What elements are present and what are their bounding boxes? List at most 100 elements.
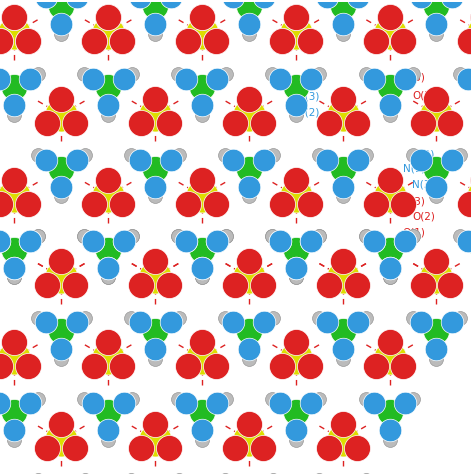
Point — [466, 200, 471, 208]
Point — [198, 246, 206, 254]
Point — [57, 273, 65, 281]
Point — [10, 101, 18, 109]
Point — [24, 37, 32, 45]
Point — [128, 233, 136, 240]
Point — [151, 355, 159, 362]
Point — [10, 13, 18, 21]
Point — [212, 37, 219, 45]
Point — [175, 395, 182, 402]
Point — [105, 427, 112, 434]
Point — [278, 200, 286, 208]
Point — [353, 444, 360, 451]
Point — [276, 75, 284, 82]
Point — [278, 363, 286, 370]
Point — [433, 95, 440, 102]
Point — [229, 156, 237, 164]
Point — [325, 119, 333, 127]
Point — [433, 165, 440, 173]
Point — [386, 273, 393, 281]
Point — [57, 165, 65, 173]
Point — [269, 314, 276, 321]
Point — [339, 183, 347, 191]
Point — [353, 281, 360, 289]
Point — [151, 273, 159, 281]
Point — [42, 156, 49, 164]
Point — [198, 111, 206, 118]
Point — [456, 314, 464, 321]
Point — [128, 395, 136, 402]
Point — [73, 0, 81, 1]
Point — [120, 400, 128, 407]
Point — [372, 363, 380, 370]
Point — [24, 363, 32, 370]
Point — [466, 37, 471, 45]
Point — [10, 355, 18, 362]
Point — [10, 111, 18, 118]
Point — [198, 13, 206, 21]
Point — [105, 246, 112, 254]
Point — [386, 427, 393, 434]
Point — [151, 192, 159, 200]
Point — [34, 233, 42, 240]
Point — [372, 37, 380, 45]
Point — [401, 237, 409, 245]
Point — [362, 233, 370, 240]
Point — [151, 30, 159, 37]
Point — [198, 409, 206, 416]
Point — [198, 29, 206, 37]
Point — [0, 237, 2, 245]
Point — [292, 355, 300, 362]
Point — [362, 233, 370, 240]
Point — [10, 264, 18, 272]
Point — [306, 200, 313, 208]
Point — [386, 338, 393, 346]
Point — [464, 75, 471, 82]
Point — [184, 37, 192, 45]
Point — [308, 237, 315, 245]
Point — [386, 13, 393, 21]
Point — [105, 264, 112, 272]
Point — [34, 233, 42, 240]
Point — [324, 0, 331, 1]
Point — [10, 409, 18, 416]
Point — [229, 319, 237, 326]
Point — [433, 111, 440, 118]
Point — [386, 192, 393, 200]
Point — [175, 70, 182, 78]
Point — [433, 355, 440, 362]
Point — [292, 246, 300, 254]
Point — [212, 363, 219, 370]
Point — [276, 237, 284, 245]
Point — [260, 0, 268, 1]
Point — [222, 233, 229, 240]
Point — [245, 192, 252, 200]
Point — [231, 281, 239, 289]
Point — [401, 400, 409, 407]
Point — [151, 328, 159, 335]
Point — [447, 119, 454, 127]
Point — [26, 75, 33, 82]
Point — [372, 37, 380, 45]
Point — [10, 264, 18, 272]
Point — [268, 233, 276, 240]
Point — [198, 338, 206, 346]
Point — [105, 273, 112, 281]
Point — [128, 151, 135, 159]
Point — [44, 119, 51, 127]
Point — [245, 165, 252, 173]
Point — [292, 264, 300, 272]
Point — [245, 419, 252, 427]
Point — [315, 151, 323, 159]
Point — [198, 176, 206, 183]
Point — [57, 419, 65, 427]
Point — [10, 427, 18, 434]
Point — [370, 75, 378, 82]
Point — [57, 30, 65, 37]
Text: O(3): O(3) — [403, 197, 426, 207]
Point — [316, 70, 323, 78]
Point — [105, 29, 112, 37]
Text: O(1): O(1) — [327, 108, 350, 118]
Point — [57, 111, 65, 118]
Point — [198, 13, 206, 21]
Point — [362, 395, 370, 402]
